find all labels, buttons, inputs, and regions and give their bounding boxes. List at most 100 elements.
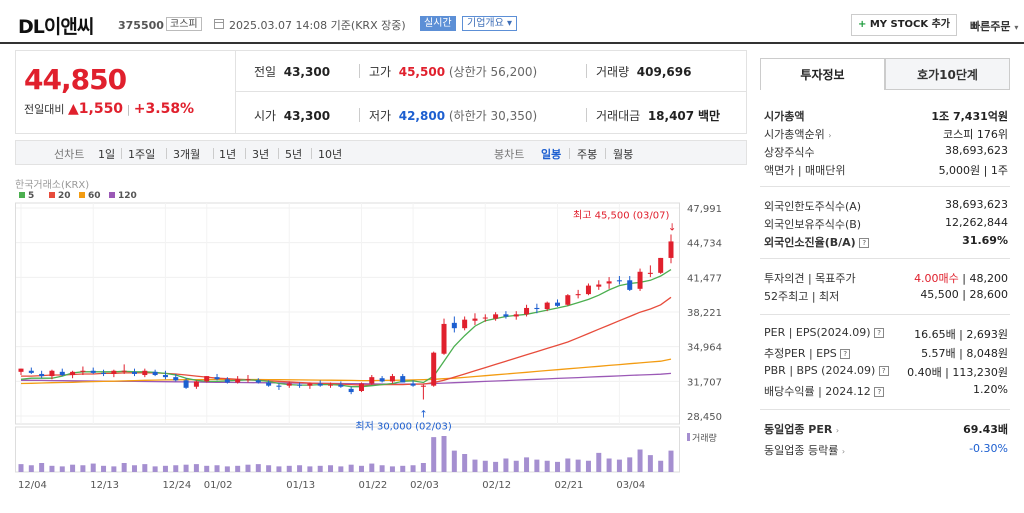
candle-body [317,383,323,386]
y-tick-label: 31,707 [687,377,722,388]
candle-body [462,319,468,329]
candle-body [544,302,550,310]
candle-body [596,284,602,287]
day-low: 저가 42,800 (하한가 30,350) [369,109,538,123]
x-tick-label: 02/21 [555,480,584,491]
volume-bar [462,454,468,472]
candle-body [183,380,189,388]
price-chart[interactable]: 한국거래소(KRX) 5 20 60 120 47,991 44,734 41,477 38,2… [15,176,747,510]
chevron-right-icon: › [841,447,846,456]
volume-bar [451,450,457,472]
legend-swatch-ma120 [109,192,115,198]
volume-bar [317,465,323,472]
volume-bar [90,463,96,472]
candle-body [276,385,282,387]
period-3y[interactable]: 3년 [252,148,270,161]
period-1d[interactable]: 1일 [98,148,116,161]
realtime-button[interactable]: 실시간 [420,16,456,31]
candle-body [328,384,334,386]
candle-body [297,384,303,386]
x-tick-label: 12/04 [18,480,47,491]
volume-bar [255,464,261,472]
candle-chart-label: 봉차트 [494,148,525,161]
y-tick-label: 34,964 [687,343,722,354]
candle-body [152,371,158,376]
candle-body [441,323,447,354]
candle-body [59,371,65,376]
candle-weekly[interactable]: 주봉 [577,148,598,161]
legend-swatch-ma60 [79,192,85,198]
volume-bar [204,465,210,472]
volume-bar [575,459,581,472]
period-5y[interactable]: 5년 [285,148,303,161]
quote-summary: 전일 43,300 고가 45,500 (상한가 56,200) 거래량 409… [235,50,747,134]
volume-bar [596,452,602,472]
volume-bar [152,466,158,472]
help-icon: ? [874,387,885,397]
volume-bar [111,466,117,472]
help-icon: ? [840,349,851,359]
volume-bar [59,466,65,472]
company-info-dropdown[interactable]: 기업개요 ▾ [462,16,518,31]
candle-body [658,257,664,273]
market-badge: 코스피 [166,17,202,31]
volume-bar [18,464,24,472]
volume-bar [39,463,45,472]
current-price: 44,850 [24,63,127,96]
period-3m[interactable]: 3개월 [173,148,201,161]
base-time: 2025.03.07 14:08 기준(KRX 장중) [229,19,406,32]
candle-body [493,314,499,319]
candle-body [142,370,148,376]
up-triangle-icon: ▲ [67,101,79,117]
candle-body [616,280,622,282]
company-info-label: 기업개요 [467,18,504,29]
help-icon: ? [878,366,889,376]
volume-bar [286,465,292,472]
moving-average-ma120 [21,372,672,385]
volume-bar [565,458,571,472]
chevron-down-icon: ▾ [1014,23,1019,32]
volume-bar [121,463,127,472]
candle-body [286,383,292,386]
volume-bar [379,465,385,472]
candle-body [410,383,416,386]
moving-average-ma20 [21,296,672,386]
candle-body [472,318,478,321]
volume-bar [658,460,664,472]
tab-investment-info[interactable]: 투자정보 [760,58,885,90]
volume-bar [544,460,550,472]
chevron-right-icon: › [835,426,840,435]
add-mystock-label: MY STOCK 추가 [869,19,951,30]
quick-order-button[interactable]: 빠른주문 ▾ [970,18,1018,34]
volume-bar [80,465,86,472]
add-mystock-button[interactable]: + MY STOCK 추가 [851,14,957,36]
period-1w[interactable]: 1주일 [128,148,156,161]
candle-monthly[interactable]: 월봉 [613,148,634,161]
period-1y[interactable]: 1년 [219,148,237,161]
candle-body [49,370,55,377]
volume-bar [276,466,282,472]
candle-body [668,241,674,258]
volume-bar [513,460,519,472]
candle-body [369,377,375,384]
volume-bar [555,461,561,472]
candle-body [131,371,137,374]
tab-orderbook-10[interactable]: 호가10단계 [885,58,1010,90]
low-arrow-icon: ↑ [419,410,427,421]
x-tick-label: 01/13 [286,480,315,491]
candle-body [555,302,561,306]
x-tick-label: 12/13 [90,480,119,491]
volume-bar [524,457,530,472]
chevron-right-icon: › [828,131,832,140]
candle-body [431,352,437,386]
candle-body [534,307,540,310]
candle-daily[interactable]: 일봉 [541,148,562,161]
candle-body [173,377,179,381]
period-10y[interactable]: 10년 [318,148,343,161]
volume-bar [358,465,364,472]
volume-bar [389,466,395,472]
candle-body [235,379,241,383]
candle-body [389,376,395,382]
candle-body [503,314,509,317]
candle-body [420,385,426,387]
